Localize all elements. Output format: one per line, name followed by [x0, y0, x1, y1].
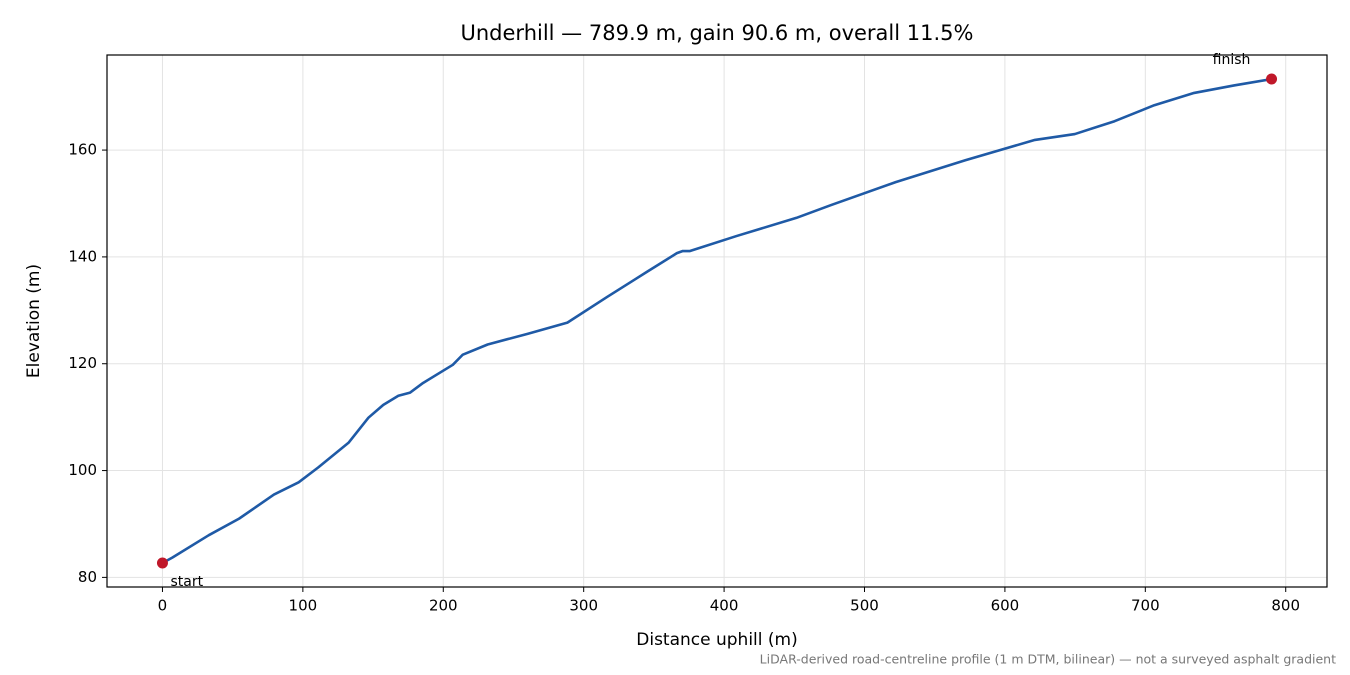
finish-marker [1266, 73, 1278, 85]
y-axis-label: Elevation (m) [24, 264, 44, 378]
y-tick-label: 100 [68, 461, 97, 479]
x-tick-label: 400 [710, 597, 739, 615]
chart-title: Underhill — 789.9 m, gain 90.6 m, overal… [461, 21, 974, 45]
y-tick-label: 120 [68, 354, 97, 372]
elevation-line [161, 77, 1272, 565]
x-tick-label: 700 [1131, 597, 1160, 615]
start-label: start [170, 574, 203, 590]
x-tick-label: 100 [289, 597, 318, 615]
y-tick-label: 160 [68, 141, 97, 159]
start-marker [156, 557, 168, 569]
footnote: LiDAR-derived road-centreline profile (1… [760, 652, 1336, 667]
finish-label: finish [1213, 52, 1251, 68]
y-tick-label: 140 [68, 247, 97, 265]
y-tick-label: 80 [78, 568, 97, 586]
x-tick-label: 0 [158, 597, 168, 615]
plot-frame [106, 54, 1328, 588]
x-tick-label: 800 [1271, 597, 1300, 615]
x-tick-label: 200 [429, 597, 458, 615]
x-axis-label: Distance uphill (m) [636, 630, 797, 650]
x-tick-label: 500 [850, 597, 879, 615]
x-tick-label: 600 [991, 597, 1020, 615]
x-tick-label: 300 [569, 597, 598, 615]
